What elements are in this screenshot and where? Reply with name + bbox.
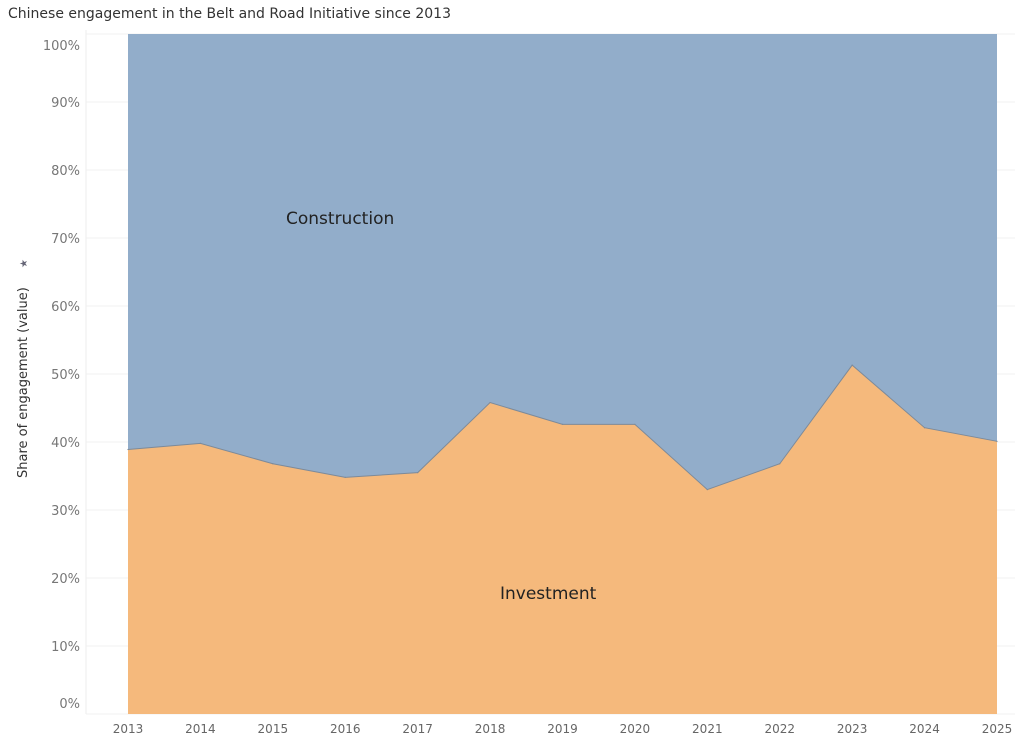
- x-tick-label: 2016: [330, 722, 361, 736]
- x-tick-label: 2013: [113, 722, 144, 736]
- x-tick-label: 2021: [692, 722, 723, 736]
- data-point: [779, 463, 781, 465]
- y-tick-label: 60%: [51, 300, 80, 315]
- data-point: [634, 423, 636, 425]
- y-tick-label: 10%: [51, 640, 80, 655]
- area-construction: [128, 34, 997, 490]
- data-point: [851, 364, 853, 366]
- x-tick-label: 2020: [620, 722, 651, 736]
- data-point: [127, 448, 129, 451]
- x-tick-label: 2018: [475, 722, 506, 736]
- x-tick-label: 2015: [258, 722, 289, 736]
- x-tick-label: 2019: [547, 722, 578, 736]
- y-tick-label: 90%: [51, 96, 80, 111]
- data-point: [923, 427, 926, 429]
- x-tick-label: 2024: [909, 722, 940, 736]
- y-tick-label: 40%: [51, 436, 80, 451]
- y-tick-label: 70%: [51, 232, 80, 247]
- x-tick-label: 2017: [402, 722, 433, 736]
- x-tick-label: 2023: [837, 722, 868, 736]
- area-investment: [128, 365, 997, 714]
- data-point: [417, 472, 419, 474]
- y-tick-label: 80%: [51, 164, 80, 179]
- y-tick-label: 50%: [51, 368, 80, 383]
- y-tick-label: 0%: [59, 697, 80, 712]
- y-tick-label: 30%: [51, 504, 80, 519]
- series-label-construction: Construction: [286, 209, 394, 229]
- data-point: [344, 476, 346, 478]
- x-tick-label: 2025: [982, 722, 1013, 736]
- series-label-investment: Investment: [500, 584, 597, 604]
- y-axis-label: Share of engagement (value): [16, 287, 31, 478]
- data-point: [199, 442, 202, 444]
- x-tick-label: 2014: [185, 722, 216, 736]
- data-point: [489, 401, 491, 404]
- chart-title: Chinese engagement in the Belt and Road …: [8, 6, 451, 22]
- data-point: [706, 489, 708, 491]
- pin-icon: ★: [19, 259, 30, 268]
- y-tick-label: 100%: [43, 39, 80, 54]
- x-tick-label: 2022: [764, 722, 795, 736]
- data-point: [996, 440, 998, 442]
- data-point: [272, 463, 274, 465]
- data-point: [561, 423, 564, 425]
- y-tick-label: 20%: [51, 572, 80, 587]
